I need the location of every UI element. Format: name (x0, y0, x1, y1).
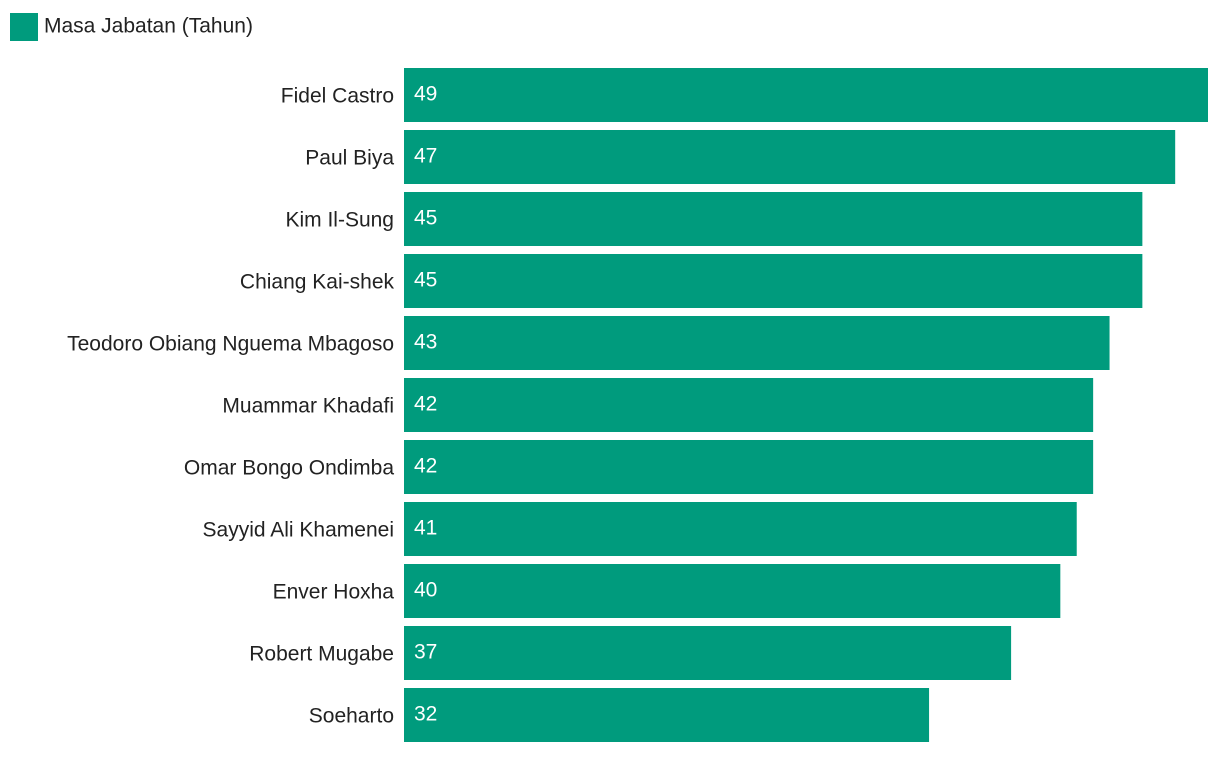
value-label: 43 (414, 331, 437, 354)
legend-label: Masa Jabatan (Tahun) (44, 15, 253, 38)
bar (404, 68, 1208, 122)
bar (404, 626, 1012, 680)
category-label: Enver Hoxha (273, 581, 395, 604)
bar (404, 564, 1061, 618)
bar (404, 192, 1143, 246)
category-label: Paul Biya (305, 147, 394, 170)
category-label: Teodoro Obiang Nguema Mbagoso (67, 333, 394, 356)
category-label: Soeharto (309, 705, 394, 728)
category-label: Omar Bongo Ondimba (184, 457, 394, 480)
bar (404, 378, 1094, 432)
category-label: Fidel Castro (281, 85, 394, 108)
value-label: 37 (414, 641, 437, 664)
category-label: Muammar Khadafi (222, 395, 394, 418)
category-label: Sayyid Ali Khamenei (203, 519, 394, 542)
value-label: 42 (414, 455, 437, 478)
category-label: Chiang Kai-shek (240, 271, 395, 294)
value-label: 40 (414, 579, 437, 602)
value-label: 49 (414, 83, 437, 106)
bar (404, 254, 1143, 308)
bar (404, 130, 1176, 184)
category-label: Robert Mugabe (249, 643, 394, 666)
value-label: 32 (414, 703, 437, 726)
category-label: Kim Il-Sung (285, 209, 394, 232)
legend-swatch (10, 13, 38, 41)
value-label: 47 (414, 145, 437, 168)
bar (404, 316, 1110, 370)
value-label: 45 (414, 207, 437, 230)
value-label: 45 (414, 269, 437, 292)
bar (404, 688, 930, 742)
value-label: 41 (414, 517, 437, 540)
bar (404, 440, 1094, 494)
value-label: 42 (414, 393, 437, 416)
bar (404, 502, 1077, 556)
